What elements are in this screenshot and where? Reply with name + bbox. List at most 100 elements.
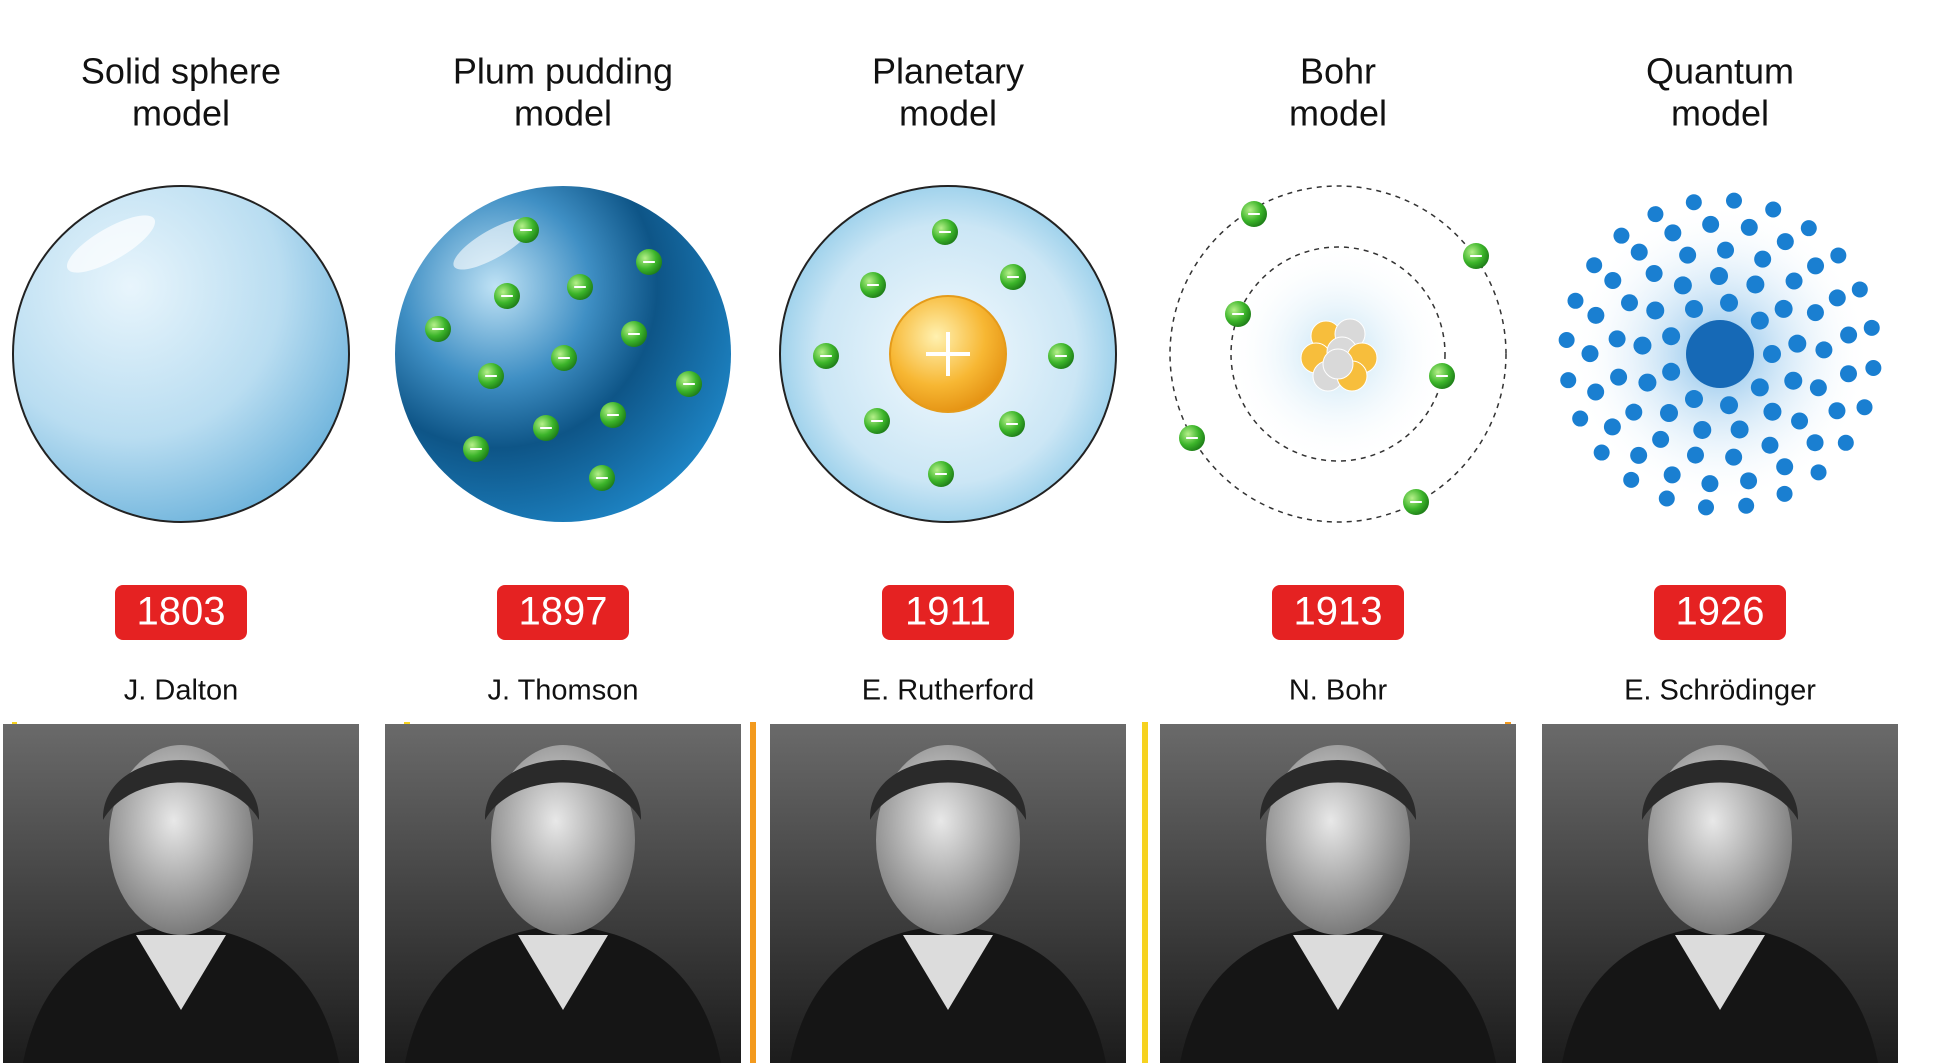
probability-dot: [1702, 216, 1719, 233]
probability-dot: [1829, 289, 1846, 306]
probability-dot: [1587, 307, 1604, 324]
year: 1897: [519, 590, 608, 634]
probability-dot: [1763, 403, 1781, 421]
model-title: Solid sphere: [81, 51, 281, 92]
probability-dot: [1811, 464, 1827, 480]
year: 1911: [905, 590, 991, 634]
probability-dot: [1751, 312, 1769, 330]
probability-dot: [1775, 300, 1793, 318]
separator: [750, 722, 756, 1063]
probability-dot: [1815, 341, 1832, 358]
probability-dot: [1652, 431, 1669, 448]
probability-dot: [1788, 335, 1806, 353]
scientist-name: E. Rutherford: [862, 675, 1034, 707]
probability-dot: [1567, 293, 1583, 309]
probability-dot: [1609, 330, 1626, 347]
probability-dot: [1613, 228, 1629, 244]
probability-dot: [1693, 421, 1711, 439]
model-title: Plum pudding: [453, 51, 673, 92]
core: [1686, 320, 1754, 388]
probability-dot: [1726, 193, 1742, 209]
probability-dot: [1594, 445, 1610, 461]
probability-dot: [1559, 332, 1575, 348]
probability-dot: [1582, 345, 1599, 362]
probability-dot: [1840, 365, 1857, 382]
probability-dot: [1852, 281, 1868, 297]
probability-dot: [1586, 257, 1602, 273]
probability-dot: [1633, 337, 1651, 355]
probability-dot: [1685, 390, 1703, 408]
scientist-name: J. Thomson: [488, 675, 639, 707]
probability-dot: [1664, 466, 1681, 483]
model-title: Planetary: [872, 51, 1024, 92]
probability-dot: [1674, 276, 1692, 294]
probability-dot: [1638, 374, 1656, 392]
probability-dot: [1731, 420, 1749, 438]
probability-dot: [1746, 275, 1764, 293]
solid-sphere: [13, 186, 349, 522]
year: 1803: [137, 590, 226, 634]
probability-dot: [1864, 320, 1880, 336]
probability-dot: [1662, 363, 1680, 381]
probability-dot: [1717, 242, 1734, 259]
year: 1913: [1294, 590, 1383, 634]
probability-dot: [1686, 194, 1702, 210]
probability-dot: [1838, 435, 1854, 451]
probability-dot: [1740, 472, 1757, 489]
probability-dot: [1801, 220, 1817, 236]
model-title: model: [1671, 93, 1769, 134]
model-title: Bohr: [1300, 51, 1376, 92]
probability-dot: [1807, 304, 1824, 321]
scientist-name: N. Bohr: [1289, 675, 1388, 707]
probability-dot: [1572, 411, 1588, 427]
probability-dot: [1623, 472, 1639, 488]
probability-dot: [1647, 206, 1663, 222]
probability-dot: [1710, 267, 1728, 285]
probability-dot: [1660, 404, 1678, 422]
probability-dot: [1725, 449, 1742, 466]
scientist-name: J. Dalton: [124, 675, 238, 707]
infographic: Solid spheremodel1803J. DaltonPlum puddi…: [0, 0, 1935, 1063]
probability-dot: [1630, 447, 1647, 464]
probability-dot: [1720, 396, 1738, 414]
probability-dot: [1761, 437, 1778, 454]
probability-dot: [1698, 499, 1714, 515]
probability-dot: [1828, 402, 1845, 419]
probability-dot: [1810, 379, 1827, 396]
probability-dot: [1659, 491, 1675, 507]
probability-dot: [1765, 201, 1781, 217]
probability-dot: [1679, 247, 1696, 264]
model-title: Quantum: [1646, 51, 1794, 92]
probability-dot: [1784, 372, 1802, 390]
probability-dot: [1604, 418, 1621, 435]
model-title: model: [132, 93, 230, 134]
probability-dot: [1786, 272, 1803, 289]
probability-dot: [1751, 378, 1769, 396]
probability-dot: [1621, 294, 1638, 311]
probability-dot: [1646, 301, 1664, 319]
probability-dot: [1865, 360, 1881, 376]
probability-dot: [1610, 369, 1627, 386]
probability-dot: [1631, 244, 1648, 261]
year: 1926: [1676, 590, 1765, 634]
probability-dot: [1741, 219, 1758, 236]
probability-dot: [1604, 272, 1621, 289]
probability-dot: [1830, 247, 1846, 263]
probability-dot: [1807, 434, 1824, 451]
probability-dot: [1777, 233, 1794, 250]
probability-dot: [1685, 300, 1703, 318]
separator: [1142, 722, 1148, 1063]
probability-dot: [1754, 251, 1771, 268]
probability-dot: [1720, 294, 1738, 312]
probability-dot: [1560, 372, 1576, 388]
probability-dot: [1587, 383, 1604, 400]
probability-dot: [1776, 458, 1793, 475]
probability-dot: [1857, 399, 1873, 415]
probability-dot: [1625, 404, 1642, 421]
probability-dot: [1807, 257, 1824, 274]
probability-dot: [1701, 475, 1718, 492]
